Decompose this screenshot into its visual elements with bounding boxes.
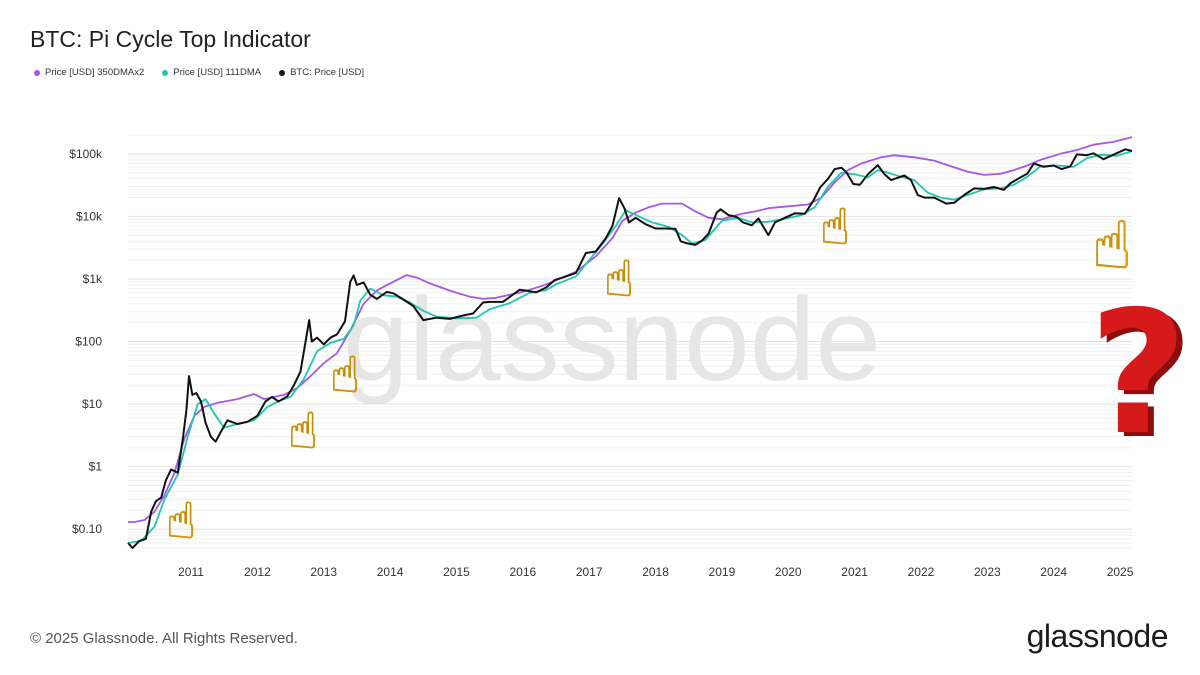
y-tick-label: $1 bbox=[89, 460, 103, 474]
pointing-hand-icon: ☝ bbox=[820, 198, 850, 256]
brand-logo: glassnode bbox=[1026, 618, 1169, 654]
chart-annotations: ☝ ☝ ☝ ☝ ☝ ☝ ? ? bbox=[166, 198, 1194, 551]
chart-series bbox=[127, 136, 1133, 549]
chart: glassnode $0.10 $1 $10 $100 $1k $10k $100k 201… bbox=[69, 134, 1194, 579]
legend-dot-111dma bbox=[162, 69, 169, 76]
pointing-hand-icon: ☝ bbox=[288, 402, 318, 460]
x-tick-label: 2013 bbox=[310, 565, 337, 579]
y-tick-label: $0.10 bbox=[72, 522, 102, 536]
legend-item-btc-price[interactable]: BTC: Price [USD] bbox=[279, 67, 364, 78]
pointing-hand-icon: ☝ bbox=[1092, 207, 1132, 284]
series-line-111dma bbox=[127, 150, 1133, 544]
question-mark: ? bbox=[1089, 275, 1188, 473]
x-tick-label: 2015 bbox=[443, 565, 470, 579]
x-axis: 2011 2012 2013 2014 2015 2016 2017 2018 2019 2020… bbox=[178, 565, 1134, 579]
x-tick-label: 2014 bbox=[377, 565, 404, 579]
chart-legend: Price [USD] 350DMAx2 Price [USD] 111DMA … bbox=[34, 67, 364, 78]
x-tick-label: 2020 bbox=[775, 565, 802, 579]
x-tick-label: 2023 bbox=[974, 565, 1001, 579]
x-tick-label: 2016 bbox=[509, 565, 536, 579]
pointing-hand-icon: ☝ bbox=[604, 250, 634, 308]
legend-item-111dma[interactable]: Price [USD] 111DMA bbox=[162, 67, 261, 78]
series-line-350dmax2 bbox=[128, 136, 1133, 523]
legend-dot-350dmax2 bbox=[34, 69, 40, 76]
legend-label-btc-price: BTC: Price [USD] bbox=[290, 67, 364, 78]
pointing-hand-icon: ☝ bbox=[166, 492, 196, 550]
y-tick-label: $10 bbox=[82, 397, 102, 411]
y-axis: $0.10 $1 $10 $100 $1k $10k $100k bbox=[69, 147, 103, 536]
x-tick-label: 2011 bbox=[178, 565, 204, 579]
chart-grid bbox=[128, 134, 1132, 549]
chart-title: BTC: Pi Cycle Top Indicator bbox=[30, 26, 311, 52]
question-mark-shadow: ? bbox=[1095, 279, 1194, 477]
chart-watermark: glassnode bbox=[343, 274, 881, 406]
x-tick-label: 2021 bbox=[841, 565, 868, 579]
y-tick-label: $1k bbox=[83, 272, 103, 286]
y-tick-label: $10k bbox=[76, 209, 103, 223]
x-tick-label: 2018 bbox=[642, 565, 669, 579]
legend-label-350dmax2: Price [USD] 350DMAx2 bbox=[45, 67, 145, 78]
y-tick-label: $100 bbox=[75, 335, 102, 349]
y-tick-label: $100k bbox=[69, 147, 103, 161]
copyright-notice: © 2025 Glassnode. All Rights Reserved. bbox=[30, 630, 298, 647]
x-tick-label: 2012 bbox=[244, 565, 271, 579]
x-tick-label: 2024 bbox=[1040, 565, 1067, 579]
x-tick-label: 2022 bbox=[908, 565, 935, 579]
x-tick-label: 2017 bbox=[576, 565, 603, 579]
pointing-hand-icon: ☝ bbox=[330, 346, 360, 404]
x-tick-label: 2019 bbox=[709, 565, 736, 579]
x-tick-label: 2025 bbox=[1107, 565, 1134, 579]
legend-label-111dma: Price [USD] 111DMA bbox=[173, 67, 262, 78]
legend-item-350dmax2[interactable]: Price [USD] 350DMAx2 bbox=[34, 67, 144, 78]
series-line-btc-price bbox=[127, 148, 1133, 549]
legend-dot-btc-price bbox=[279, 69, 286, 76]
